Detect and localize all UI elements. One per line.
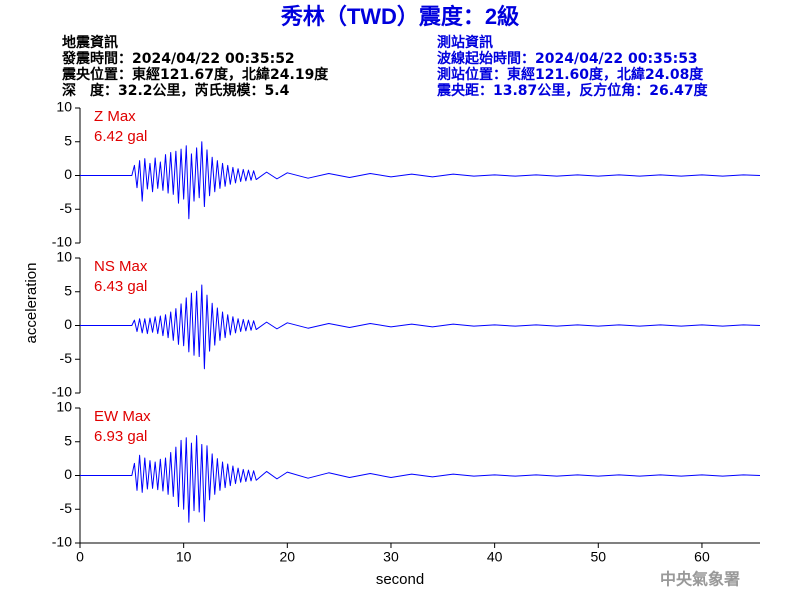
y-tick-label: -5 bbox=[60, 200, 73, 216]
info-line: 震央距：13.87公里，反方位角：26.47度 bbox=[436, 82, 709, 99]
waveform bbox=[80, 435, 761, 523]
info-line: 震央位置：東經121.67度，北緯24.19度 bbox=[61, 66, 329, 83]
footer: 中央氣象署 bbox=[660, 570, 740, 589]
info-line: 測站位置：東經121.60度，北緯24.08度 bbox=[437, 66, 704, 83]
y-tick-label: 0 bbox=[64, 316, 72, 332]
x-tick-label: 60 bbox=[694, 549, 710, 565]
info-line: 波線起始時間：2024/04/22 00:35:53 bbox=[437, 50, 698, 67]
y-tick-label: 10 bbox=[56, 399, 72, 415]
annotation: Z Max bbox=[94, 108, 136, 125]
waveform bbox=[80, 284, 761, 370]
waveform bbox=[80, 141, 761, 220]
y-tick-label: 10 bbox=[56, 99, 72, 115]
y-tick-label: -10 bbox=[52, 534, 72, 550]
x-axis-label: second bbox=[376, 571, 424, 588]
chart-title: 秀林（TWD）震度：2級 bbox=[280, 4, 519, 29]
x-tick-label: 20 bbox=[280, 549, 296, 565]
y-tick-label: -5 bbox=[60, 500, 73, 516]
annotation: 6.93 gal bbox=[94, 428, 147, 445]
y-tick-label: -5 bbox=[60, 350, 73, 366]
y-axis-label: acceleration bbox=[23, 263, 40, 344]
y-tick-label: 10 bbox=[56, 249, 72, 265]
info-line: 發震時間：2024/04/22 00:35:52 bbox=[61, 50, 295, 67]
info-line: 地震資訊 bbox=[62, 34, 118, 51]
annotation: 6.42 gal bbox=[94, 128, 147, 145]
y-tick-label: 0 bbox=[64, 166, 72, 182]
annotation: EW Max bbox=[94, 408, 151, 425]
annotation: 6.43 gal bbox=[94, 278, 147, 295]
y-tick-label: 5 bbox=[64, 132, 72, 148]
y-tick-label: 5 bbox=[64, 282, 72, 298]
y-tick-label: -10 bbox=[52, 234, 72, 250]
x-tick-label: 30 bbox=[383, 549, 399, 565]
info-line: 測站資訊 bbox=[437, 34, 493, 51]
info-line: 深 度：32.2公里，芮氏規模：5.4 bbox=[62, 82, 290, 99]
y-tick-label: 5 bbox=[64, 432, 72, 448]
x-tick-label: 10 bbox=[176, 549, 192, 565]
x-tick-label: 50 bbox=[591, 549, 607, 565]
y-tick-label: -10 bbox=[52, 384, 72, 400]
x-tick-label: 0 bbox=[76, 549, 84, 565]
y-tick-label: 0 bbox=[64, 466, 72, 482]
x-tick-label: 40 bbox=[487, 549, 503, 565]
annotation: NS Max bbox=[94, 258, 148, 275]
